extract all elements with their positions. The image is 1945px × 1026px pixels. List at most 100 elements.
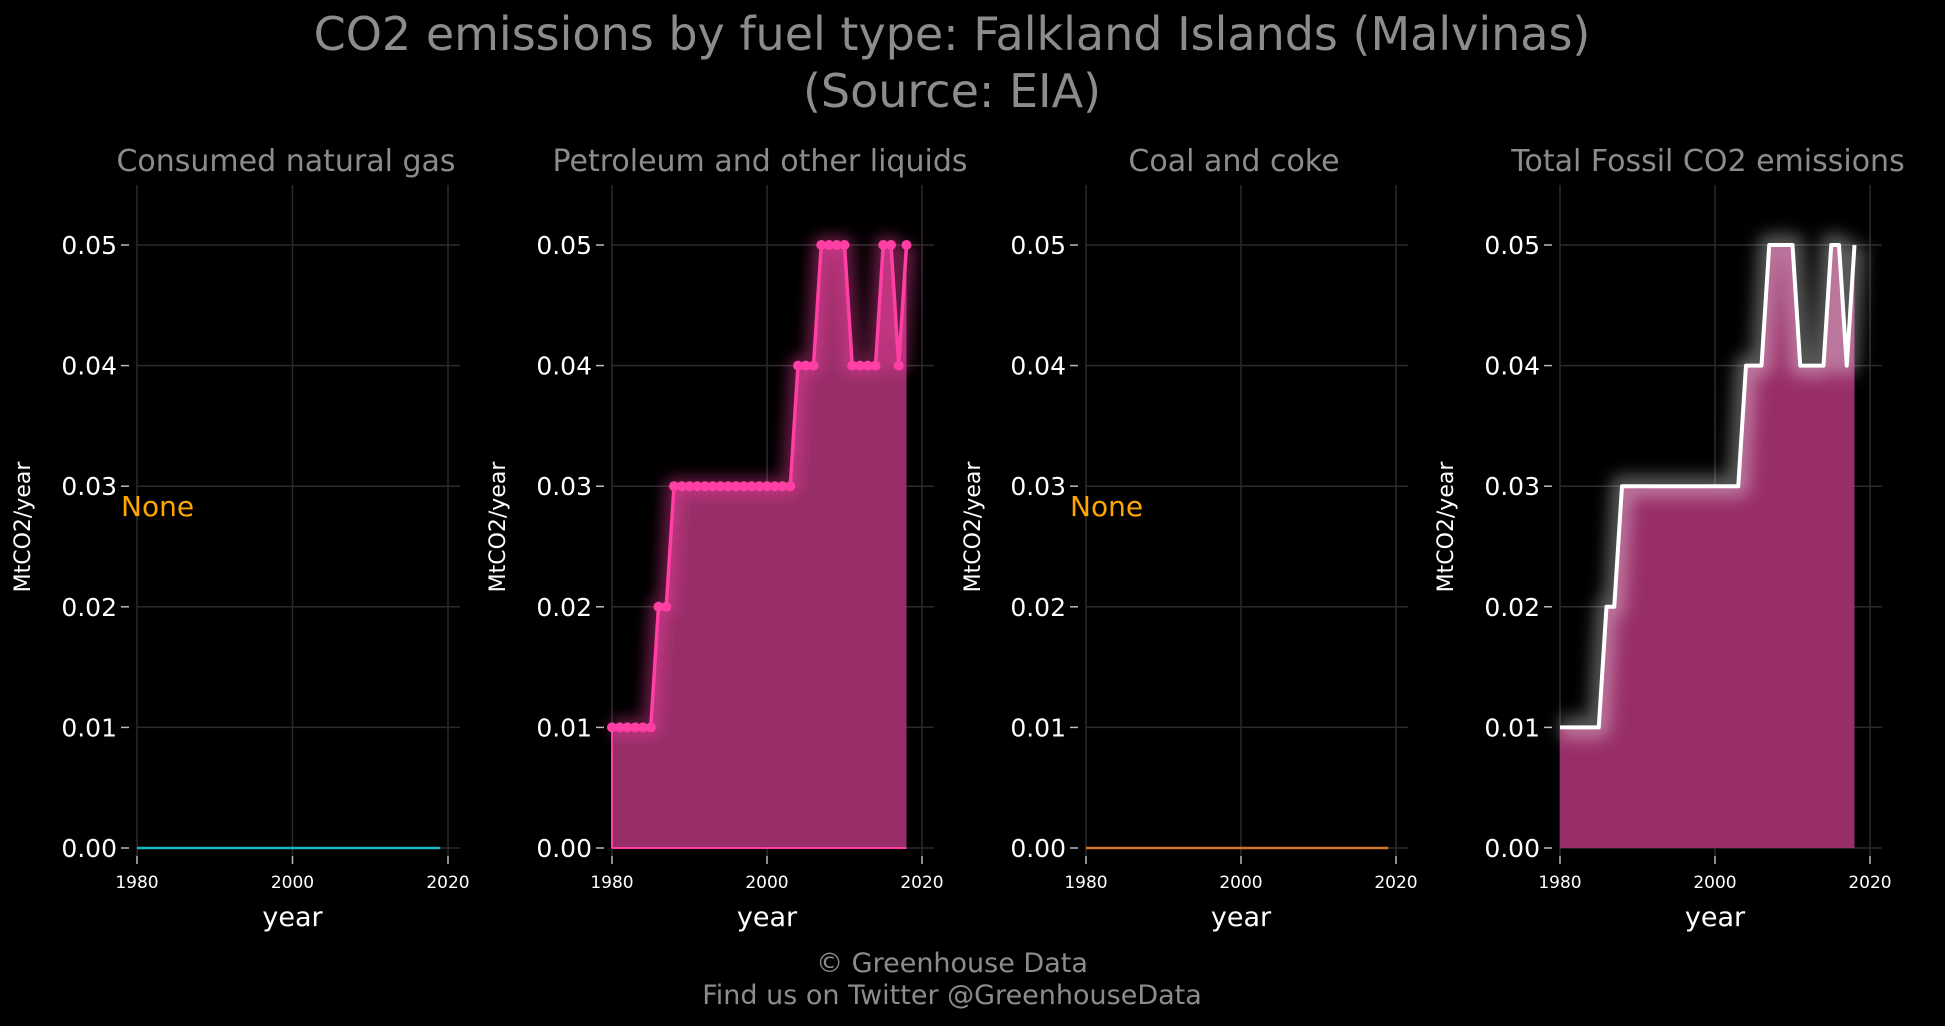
data-point (839, 240, 850, 250)
panel-title: Petroleum and other liquids (552, 144, 967, 179)
series-line (1560, 243, 1857, 730)
data-point (893, 360, 904, 371)
y-axis-label: MtCO2/year (1434, 461, 1459, 593)
panel-title: Consumed natural gas (116, 144, 455, 179)
data-point (847, 360, 858, 371)
data-point (661, 601, 672, 612)
x-tick-label: 2000 (1693, 873, 1736, 893)
data-point (669, 481, 679, 492)
x-tick-label: 2020 (1848, 873, 1891, 893)
data-point (653, 601, 664, 612)
y-tick-label: 0.00 (536, 834, 592, 863)
panel-2: Petroleum and other liquids 0.00 0.01 0.02 0… (486, 144, 968, 933)
panel-title: Coal and coke (1128, 144, 1339, 179)
y-tick-label: 0.04 (61, 352, 117, 381)
x-tick-label: 2020 (1374, 873, 1417, 893)
panel-1: Consumed natural gas 0.00 0.01 0.02 0.03 0.04… (11, 144, 470, 933)
x-axis-label: year (1211, 902, 1272, 933)
x-tick-label: 2020 (900, 873, 943, 893)
x-axis-label: year (737, 902, 798, 933)
data-point (754, 481, 765, 492)
none-annotation: None (1070, 490, 1143, 523)
data-point (684, 481, 695, 492)
data-point (707, 481, 718, 492)
y-tick-label: 0.05 (1010, 231, 1066, 260)
data-point (731, 481, 741, 492)
x-tick-label: 1980 (1538, 873, 1581, 893)
data-point (762, 481, 772, 492)
x-tick-label: 1980 (115, 873, 158, 893)
y-tick-label: 0.04 (536, 352, 592, 381)
y-tick-label: 0.05 (61, 231, 117, 260)
y-tick-label: 0.02 (61, 593, 117, 622)
data-point (630, 722, 641, 733)
y-tick-label: 0.00 (1484, 834, 1540, 863)
y-tick-label: 0.00 (61, 834, 117, 863)
data-point (862, 360, 873, 371)
x-axis-label: year (1685, 902, 1746, 933)
y-axis-label: MtCO2/year (961, 461, 986, 593)
y-axis-label: MtCO2/year (486, 461, 511, 593)
data-point (816, 240, 827, 250)
data-point (638, 722, 648, 733)
x-axis-label: year (262, 902, 323, 933)
chart-title-line2: (Source: EIA) (803, 64, 1101, 118)
data-point (808, 360, 819, 371)
chart-panels: Consumed natural gas 0.00 0.01 0.02 0.03 0.04… (11, 144, 1905, 933)
x-tick-label: 1980 (1064, 873, 1107, 893)
data-point (607, 722, 617, 733)
y-tick-label: 0.05 (1484, 231, 1540, 260)
none-annotation: None (121, 490, 194, 523)
data-point (855, 360, 865, 371)
data-point (785, 481, 796, 492)
data-point (622, 722, 633, 733)
y-tick-label: 0.01 (61, 713, 117, 742)
x-tick-label: 2000 (1219, 873, 1262, 893)
y-tick-label: 0.02 (1484, 593, 1540, 622)
data-point (676, 481, 687, 492)
data-point (746, 481, 757, 492)
data-point (878, 240, 889, 250)
data-point (831, 240, 842, 250)
y-tick-label: 0.02 (536, 593, 592, 622)
y-tick-label: 0.01 (1010, 713, 1066, 742)
x-tick-label: 1980 (590, 873, 633, 893)
data-point (824, 240, 834, 250)
data-point (777, 481, 788, 492)
x-tick-label: 2020 (426, 873, 469, 893)
data-point (870, 360, 881, 371)
data-point (645, 722, 656, 733)
data-point (700, 481, 710, 492)
y-tick-label: 0.04 (1010, 352, 1066, 381)
data-point (614, 722, 625, 733)
data-point (715, 481, 726, 492)
data-point (692, 481, 703, 492)
data-point (738, 481, 749, 492)
y-axis-label: MtCO2/year (11, 461, 36, 593)
data-point (886, 240, 896, 250)
footer-copyright: © Greenhouse Data (816, 948, 1088, 979)
y-tick-label: 0.01 (1484, 713, 1540, 742)
x-tick-label: 2000 (745, 873, 788, 893)
y-tick-label: 0.03 (61, 472, 117, 501)
data-point (769, 481, 780, 492)
data-point (800, 360, 811, 371)
y-tick-label: 0.03 (1484, 472, 1540, 501)
footer-twitter: Find us on Twitter @GreenhouseData (702, 980, 1202, 1011)
series-area (612, 245, 907, 848)
panel-3: Coal and coke 0.00 0.01 0.02 0.03 0.04 0.05 198… (961, 144, 1418, 933)
y-tick-label: 0.02 (1010, 593, 1066, 622)
x-tick-label: 2000 (271, 873, 314, 893)
data-point (723, 481, 734, 492)
panel-title: Total Fossil CO2 emissions (1510, 144, 1904, 179)
series-area (1560, 245, 1855, 848)
y-tick-label: 0.00 (1010, 834, 1066, 863)
y-tick-label: 0.03 (1010, 472, 1066, 501)
data-point (901, 240, 912, 250)
data-point (793, 360, 803, 371)
y-tick-label: 0.05 (536, 231, 592, 260)
y-tick-label: 0.03 (536, 472, 592, 501)
y-tick-label: 0.01 (536, 713, 592, 742)
panel-4: Total Fossil CO2 emissions 0.00 0.01 0.02 0.… (1434, 144, 1905, 933)
